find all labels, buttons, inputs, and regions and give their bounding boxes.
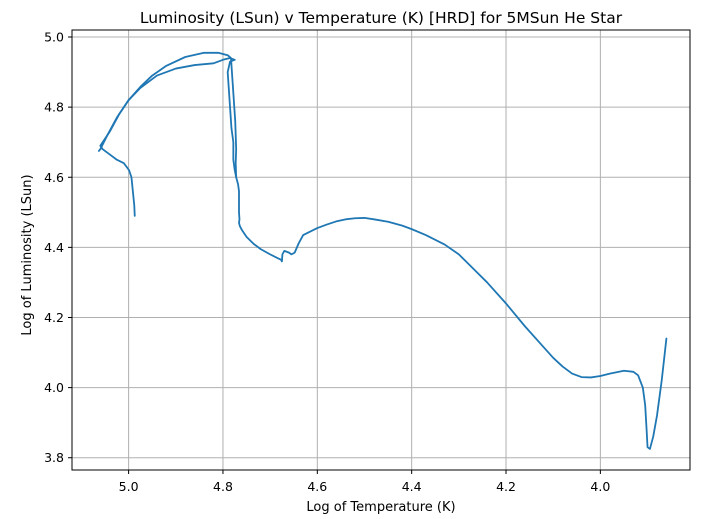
x-tick-label: 4.6 — [307, 479, 327, 494]
track-line-2 — [97, 51, 238, 179]
y-tick-label: 5.0 — [44, 30, 64, 45]
y-tick-label: 4.6 — [44, 170, 64, 185]
tick-layer: 5.0 4.8 4.6 4.4 4.2 4.0 3.8 4.0 4.2 4.4 4.6 4.8 5.0 — [44, 30, 610, 494]
grid-layer — [72, 30, 690, 470]
x-tick-label: 4.8 — [213, 479, 233, 494]
x-tick-label: 5.0 — [119, 479, 139, 494]
y-tick-label: 3.8 — [44, 450, 64, 465]
plot-area-background — [72, 30, 690, 470]
y-tick-label: 4.4 — [44, 240, 64, 255]
x-tick-label: 4.0 — [590, 479, 610, 494]
y-tick-label: 4.8 — [44, 100, 64, 115]
y-axis-label: Log of Luminosity (LSun) — [20, 174, 35, 335]
plot-frame — [71, 29, 691, 471]
chart-title: Luminosity (LSun) v Temperature (K) [HRD… — [140, 9, 623, 27]
y-tick-label: 4.0 — [44, 380, 64, 395]
x-tick-label: 4.4 — [402, 479, 422, 494]
track-line-1 — [99, 57, 668, 450]
series-layer — [97, 51, 668, 450]
y-tick-label: 4.2 — [44, 310, 64, 325]
x-axis-label: Log of Temperature (K) — [306, 500, 455, 515]
x-tick-label: 4.2 — [496, 479, 516, 494]
